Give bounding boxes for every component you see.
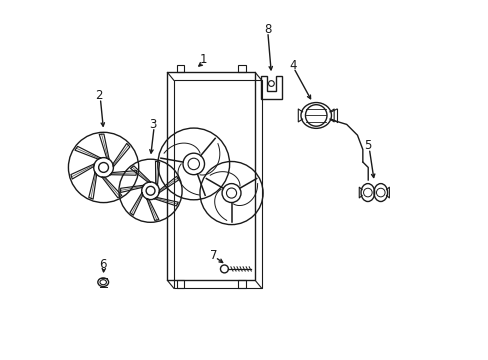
Text: 6: 6 xyxy=(99,258,106,271)
Text: 1: 1 xyxy=(199,53,206,66)
Text: 7: 7 xyxy=(210,249,217,262)
Text: 4: 4 xyxy=(288,59,296,72)
Text: 8: 8 xyxy=(264,23,271,36)
Text: 5: 5 xyxy=(364,139,371,152)
Text: 2: 2 xyxy=(95,89,103,102)
Text: 3: 3 xyxy=(149,118,157,131)
